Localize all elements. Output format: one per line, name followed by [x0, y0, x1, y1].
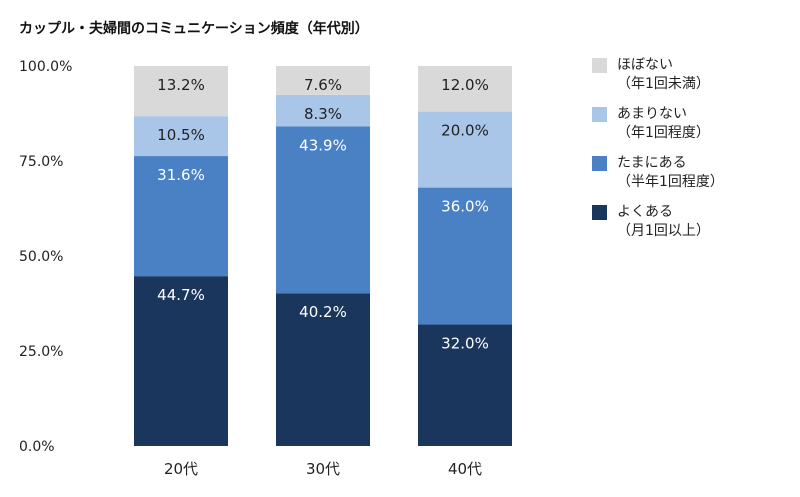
data-label: 43.9%: [299, 136, 347, 154]
data-label: 10.5%: [157, 126, 205, 144]
bar-segment: [418, 187, 512, 325]
legend-series-note: （年1回程度）: [617, 125, 710, 141]
legend-series-name: ほぼない: [617, 57, 673, 73]
legend-swatch: [592, 205, 607, 220]
data-label: 36.0%: [441, 198, 489, 216]
legend-item: よくある （月1回以上）: [592, 203, 724, 241]
legend-label: よくある （月1回以上）: [617, 203, 710, 241]
legend-series-name: あまりない: [617, 106, 687, 122]
x-tick-label: 30代: [306, 460, 340, 478]
bar-segment: [134, 276, 228, 446]
bar-segment: [276, 66, 370, 95]
y-tick-label: 100.0%: [19, 59, 72, 75]
legend-item: あまりない （年1回程度）: [592, 105, 724, 143]
bar-segment: [418, 111, 512, 188]
legend-series-name: たまにある: [617, 155, 687, 171]
y-tick-label: 25.0%: [19, 344, 63, 360]
bar-segment: [134, 156, 228, 277]
legend-series-note: （半年1回程度）: [617, 174, 724, 190]
data-label: 8.3%: [304, 105, 342, 123]
legend-item: ほぼない （年1回未満）: [592, 56, 724, 94]
legend-item: たまにある （半年1回程度）: [592, 154, 724, 192]
legend-label: あまりない （年1回程度）: [617, 105, 710, 143]
data-label: 20.0%: [441, 122, 489, 140]
data-label: 32.0%: [441, 334, 489, 352]
legend-swatch: [592, 107, 607, 122]
data-label: 31.6%: [157, 166, 205, 184]
y-tick-label: 0.0%: [19, 439, 55, 455]
y-tick-label: 75.0%: [19, 154, 63, 170]
legend-series-name: よくある: [617, 204, 673, 220]
data-label: 7.6%: [304, 76, 342, 94]
bar-segment: [134, 116, 228, 157]
bar-segment: [276, 94, 370, 127]
y-tick-label: 50.0%: [19, 249, 63, 265]
bar-segment: [276, 293, 370, 446]
data-label: 44.7%: [157, 286, 205, 304]
chart-legend: ほぼない （年1回未満） あまりない （年1回程度） たまにある （半年1回程度） よくある…: [592, 56, 724, 252]
bar-segment: [134, 66, 228, 117]
x-tick-label: 40代: [448, 460, 482, 478]
legend-swatch: [592, 58, 607, 73]
x-tick-label: 20代: [164, 460, 198, 478]
legend-label: たまにある （半年1回程度）: [617, 154, 724, 192]
legend-series-note: （年1回未満）: [617, 76, 710, 92]
legend-series-note: （月1回以上）: [617, 223, 710, 239]
bar-segment: [276, 126, 370, 294]
legend-label: ほぼない （年1回未満）: [617, 56, 710, 94]
data-label: 13.2%: [157, 76, 205, 94]
bar-segment: [418, 66, 512, 112]
bar-segment: [418, 324, 512, 446]
legend-swatch: [592, 156, 607, 171]
data-label: 12.0%: [441, 76, 489, 94]
data-label: 40.2%: [299, 303, 347, 321]
chart-title: カップル・夫婦間のコミュニケーション頻度（年代別）: [19, 21, 369, 37]
